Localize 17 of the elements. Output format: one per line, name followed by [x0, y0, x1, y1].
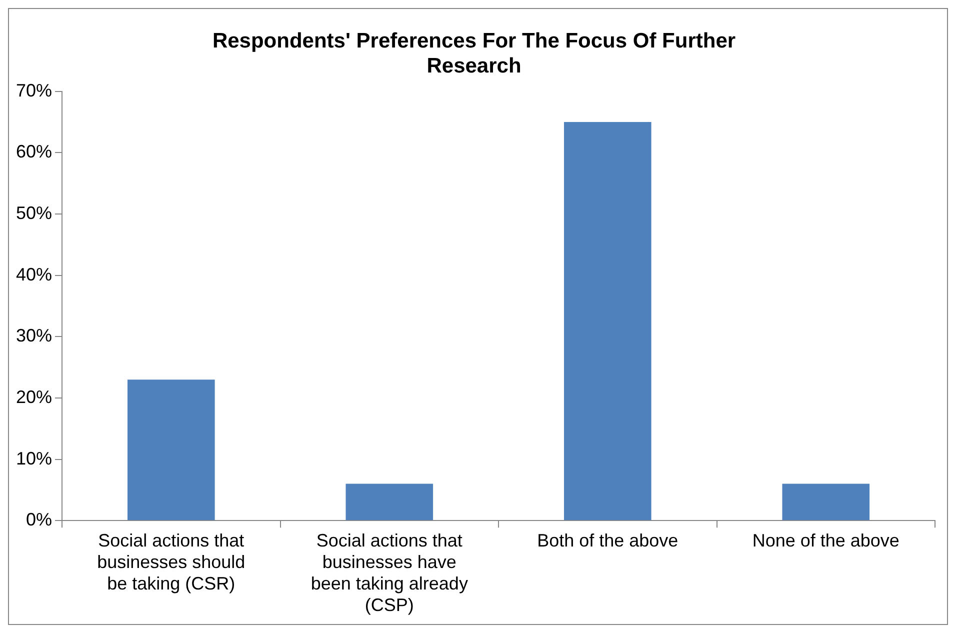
bar [564, 122, 652, 520]
bar [128, 380, 215, 520]
y-tick-label: 50% [16, 202, 52, 223]
y-tick-label: 10% [16, 448, 52, 468]
x-tick-label: None of the above [752, 530, 900, 550]
x-tick-label: Social actions that businesses should be taking (CSR) [97, 530, 246, 594]
y-tick-label: 60% [16, 142, 52, 162]
bar [346, 484, 434, 520]
bar [782, 484, 870, 520]
chart-title: Respondents' Preferences For The Focus Of Further Research [212, 29, 736, 78]
x-tick-label: Both of the above [537, 530, 678, 550]
y-tick-label: 70% [16, 80, 52, 100]
y-tick-label: 30% [16, 326, 52, 346]
y-tick-label: 40% [16, 264, 52, 284]
y-tick-label: 0% [26, 510, 52, 530]
y-tick-label: 20% [16, 386, 52, 407]
x-tick-label: Social actions that businesses have been taking already (CSP) [310, 530, 468, 616]
